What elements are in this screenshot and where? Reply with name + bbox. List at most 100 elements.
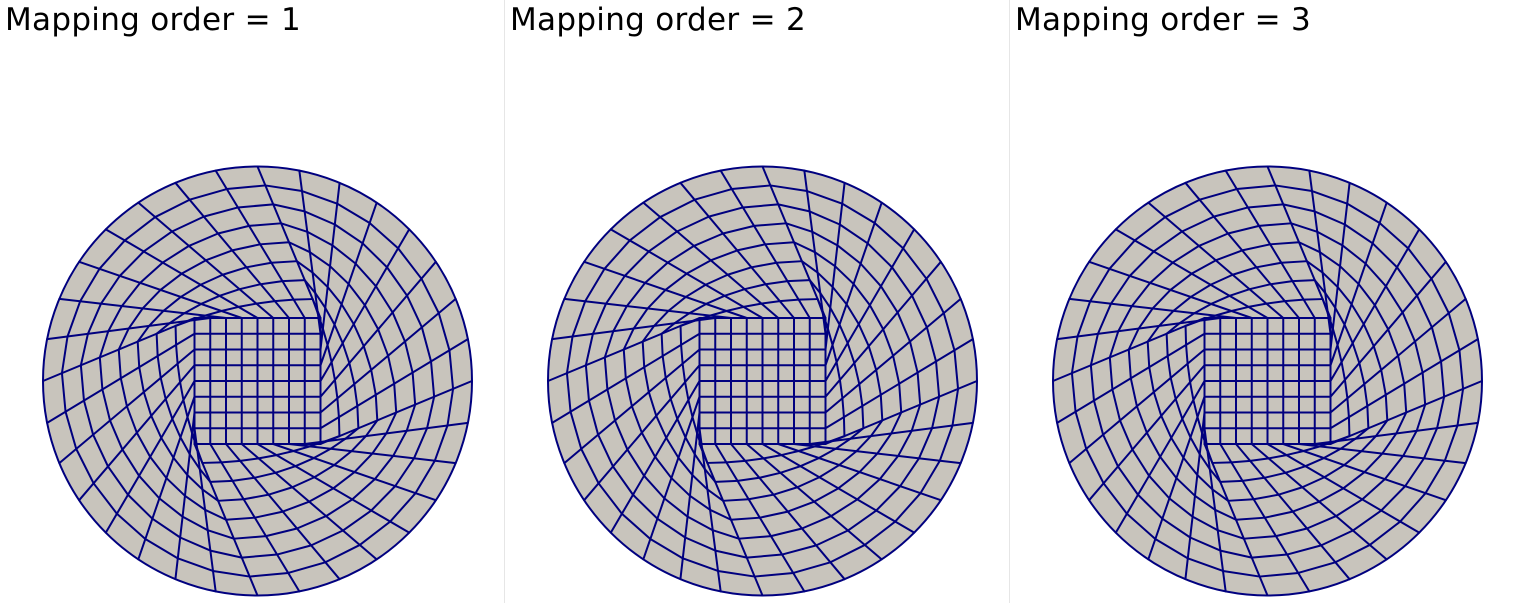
mesh-edge bbox=[1212, 206, 1249, 218]
mesh-edge bbox=[669, 397, 679, 420]
mesh-edge bbox=[391, 311, 406, 343]
mesh-edge bbox=[838, 378, 844, 400]
mesh-edge bbox=[414, 459, 436, 495]
mesh-edge bbox=[737, 535, 772, 540]
mesh-edge bbox=[236, 203, 275, 209]
mesh-edge bbox=[830, 498, 859, 518]
mesh-edge bbox=[707, 206, 744, 218]
mesh-edge bbox=[1148, 366, 1155, 394]
mesh-edge bbox=[242, 493, 270, 501]
mesh-edge bbox=[1318, 487, 1345, 503]
mesh-edge bbox=[1127, 327, 1140, 351]
mesh-edge bbox=[1241, 476, 1266, 482]
mesh-edge bbox=[764, 280, 789, 286]
mesh-edge bbox=[206, 529, 235, 540]
mesh-edge bbox=[160, 436, 175, 459]
mesh-edge bbox=[1172, 295, 1192, 312]
mesh-edge bbox=[584, 267, 606, 303]
mesh-edge bbox=[179, 536, 212, 552]
mesh-edge bbox=[786, 500, 816, 513]
mesh-edge bbox=[603, 356, 609, 391]
mesh-edge bbox=[726, 266, 753, 276]
mesh-edge bbox=[620, 512, 652, 541]
mesh-edge bbox=[741, 203, 780, 209]
mesh-edge bbox=[120, 281, 142, 308]
mesh-edge bbox=[303, 421, 469, 445]
mesh-edge bbox=[148, 309, 165, 327]
mesh-edge bbox=[799, 457, 820, 468]
mesh-edge bbox=[919, 459, 941, 495]
mesh-edge bbox=[829, 543, 866, 564]
mesh-edge bbox=[643, 366, 650, 394]
mesh-edge bbox=[769, 527, 803, 538]
mesh-edge bbox=[1170, 436, 1185, 459]
mesh-edge bbox=[591, 302, 607, 335]
mesh-edge bbox=[647, 391, 658, 417]
mesh-edge bbox=[1211, 461, 1233, 464]
mesh-edge bbox=[325, 498, 354, 518]
mesh-edge bbox=[684, 283, 707, 298]
panel-title: Mapping order = 2 bbox=[510, 2, 807, 38]
mesh-edge bbox=[238, 283, 262, 291]
mesh-edge bbox=[136, 340, 141, 369]
mesh-edge bbox=[661, 355, 667, 379]
mesh-edge bbox=[155, 332, 159, 358]
mesh-edge bbox=[1329, 297, 1467, 414]
mesh-edge bbox=[631, 493, 659, 520]
mesh-edge bbox=[310, 529, 344, 547]
mesh-edge bbox=[838, 323, 849, 345]
mesh-edge bbox=[225, 516, 256, 521]
mesh-edge bbox=[1274, 184, 1313, 193]
mesh-edge bbox=[1360, 435, 1377, 453]
mesh-edge bbox=[406, 294, 423, 329]
mesh-edge bbox=[183, 302, 203, 315]
mesh-edge bbox=[115, 512, 147, 541]
mesh-edge bbox=[786, 279, 811, 283]
mesh-edge bbox=[1242, 535, 1277, 540]
mesh-edge bbox=[826, 327, 834, 346]
mesh-edge bbox=[1282, 443, 1447, 502]
mesh-edge bbox=[281, 279, 306, 283]
mesh-edge bbox=[583, 364, 701, 502]
mesh-edge bbox=[295, 515, 328, 530]
mesh-edge bbox=[156, 355, 162, 379]
mesh-edge bbox=[295, 260, 314, 274]
mesh-edge bbox=[1285, 450, 1305, 457]
mesh-edge bbox=[831, 285, 848, 306]
mesh-edge bbox=[1222, 569, 1261, 578]
mesh-edge bbox=[878, 454, 900, 481]
mesh-edge bbox=[276, 544, 313, 556]
mesh-edge bbox=[1381, 432, 1398, 455]
mesh-edge bbox=[1152, 230, 1184, 253]
mesh-edge bbox=[374, 393, 379, 422]
panel-divider bbox=[504, 0, 505, 603]
mesh-edge bbox=[797, 298, 819, 301]
mesh-edge bbox=[389, 492, 417, 523]
mesh-edge bbox=[142, 230, 174, 253]
mesh-edge bbox=[387, 354, 396, 385]
mesh-edge bbox=[866, 242, 894, 269]
mesh-edge bbox=[663, 497, 689, 518]
mesh-edge bbox=[158, 497, 184, 518]
mesh-edge bbox=[119, 377, 128, 408]
mesh-edge bbox=[625, 281, 647, 308]
mesh-edge bbox=[353, 383, 359, 407]
mesh-edge bbox=[337, 416, 341, 438]
mesh-edge bbox=[151, 517, 182, 539]
mesh-edge bbox=[725, 459, 747, 464]
mesh-edge bbox=[931, 395, 941, 430]
mesh-edge bbox=[632, 307, 649, 330]
mesh-edge bbox=[1235, 184, 1277, 191]
mesh-edge bbox=[237, 302, 258, 308]
mesh-edge bbox=[352, 323, 365, 348]
mesh-edge bbox=[272, 203, 306, 213]
mesh-edge bbox=[174, 411, 196, 581]
mesh-edge bbox=[800, 515, 833, 530]
mesh-edge bbox=[125, 405, 138, 434]
mesh-edge bbox=[385, 411, 398, 435]
mesh-edge bbox=[1227, 498, 1255, 502]
mesh-edge bbox=[353, 452, 374, 474]
mesh-edge bbox=[291, 476, 316, 489]
mesh-edge bbox=[743, 283, 767, 291]
mesh-edge bbox=[1269, 241, 1300, 246]
